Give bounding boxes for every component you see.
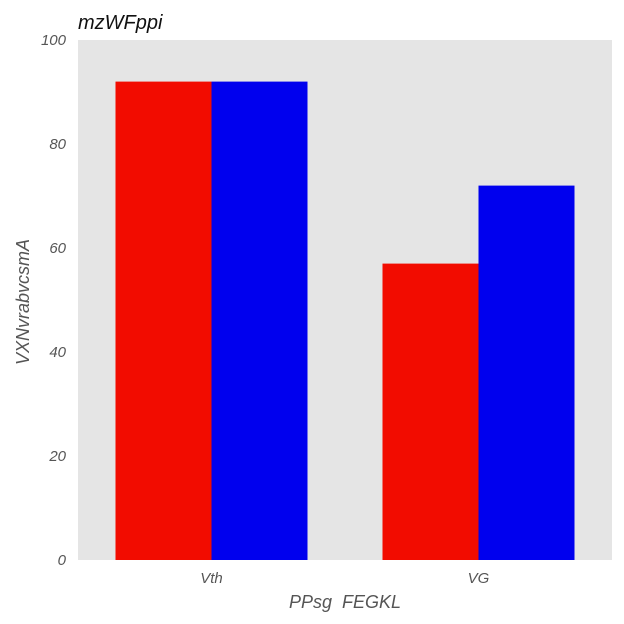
bar: [382, 263, 479, 560]
x-ticks-group: Vth VG: [200, 570, 489, 587]
x-tick-label: Vth: [200, 570, 223, 587]
y-tick-label: 0: [58, 552, 67, 569]
y-tick-label: 100: [41, 32, 67, 49]
y-tick-label: 60: [49, 240, 66, 257]
y-tick-label: 80: [49, 136, 66, 153]
y-tick-label: 40: [49, 344, 66, 361]
bars-group: [115, 81, 575, 560]
y-ticks-group: 0 20 40 60 80 100: [41, 32, 67, 569]
bar: [478, 185, 575, 560]
chart-title: mzWFppi: [78, 12, 163, 34]
x-axis-label: PPsg FEGKL: [289, 592, 401, 612]
bar: [115, 81, 212, 560]
x-tick-label: VG: [468, 570, 490, 587]
y-tick-label: 20: [48, 448, 66, 465]
y-axis-label: VXNvrabvcsmA: [13, 239, 33, 365]
bar: [211, 81, 308, 560]
